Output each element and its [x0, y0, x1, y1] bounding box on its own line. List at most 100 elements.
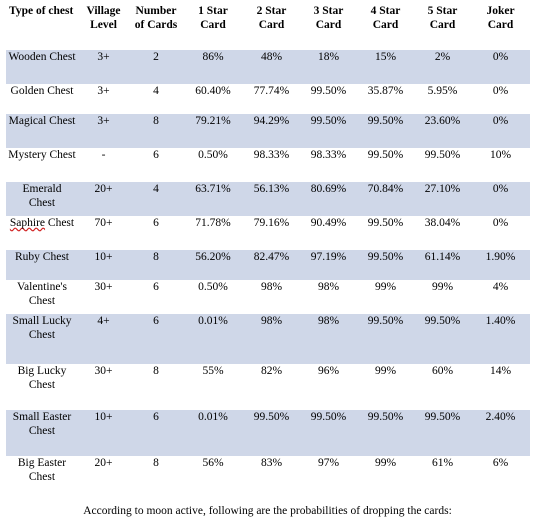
two-star-cell: 99.50% — [243, 410, 300, 456]
village-level-cell: 3+ — [78, 114, 129, 148]
two-star-cell: 82.47% — [243, 250, 300, 280]
joker-cell: 14% — [471, 364, 530, 410]
table-row: Wooden Chest 3+ 2 86% 48% 18% 15% 2% 0% — [6, 50, 530, 84]
four-star-cell: 99% — [357, 456, 414, 504]
four-star-cell: 99% — [357, 364, 414, 410]
joker-cell: 4% — [471, 280, 530, 314]
table-row: Golden Chest 3+ 4 60.40% 77.74% 99.50% 35.87% 5… — [6, 84, 530, 114]
chest-probability-table: Type of chest Village Level Number of Ca… — [6, 4, 530, 504]
one-star-cell: 71.78% — [183, 216, 243, 250]
three-star-cell: 90.49% — [300, 216, 357, 250]
table-row: Ruby Chest 10+ 8 56.20% 82.47% 97.19% 99.50% 61… — [6, 250, 530, 280]
village-level-cell: 20+ — [78, 456, 129, 504]
number-of-cards-cell: 4 — [129, 182, 183, 216]
five-star-cell: 60% — [414, 364, 471, 410]
chest-name-cell: Saphire Chest — [6, 216, 78, 250]
header-1-star-card: 1 Star Card — [198, 5, 228, 31]
chest-name: Small Lucky Chest — [12, 315, 72, 341]
header-2-star-card: 2 Star Card — [256, 5, 287, 31]
two-star-cell: 98% — [243, 314, 300, 364]
three-star-cell: 97.19% — [300, 250, 357, 280]
chest-name-cell: Small Lucky Chest — [6, 314, 78, 364]
four-star-cell: 99.50% — [357, 216, 414, 250]
table-row: Big Lucky Chest 30+ 8 55% 82% 96% 99% 60% 14% — [6, 364, 530, 410]
village-level-cell: 10+ — [78, 410, 129, 456]
three-star-cell: 98% — [300, 280, 357, 314]
chest-name-cell: Ruby Chest — [6, 250, 78, 280]
three-star-cell: 99.50% — [300, 410, 357, 456]
three-star-cell: 96% — [300, 364, 357, 410]
one-star-cell: 60.40% — [183, 84, 243, 114]
four-star-cell: 15% — [357, 50, 414, 84]
five-star-cell: 99.50% — [414, 148, 471, 182]
table-row: Big Easter Chest 20+ 8 56% 83% 97% 99% 61% 6% — [6, 456, 530, 504]
chest-name-cell: Big Easter Chest — [6, 456, 78, 504]
four-star-cell: 70.84% — [357, 182, 414, 216]
chest-name: Small Easter Chest — [12, 411, 72, 437]
five-star-cell: 61.14% — [414, 250, 471, 280]
two-star-cell: 94.29% — [243, 114, 300, 148]
village-level-cell: 10+ — [78, 250, 129, 280]
two-star-cell: 56.13% — [243, 182, 300, 216]
table-body: Wooden Chest 3+ 2 86% 48% 18% 15% 2% 0% Golden Ch… — [6, 50, 530, 504]
header-village-level: Village Level — [86, 5, 121, 31]
one-star-cell: 79.21% — [183, 114, 243, 148]
number-of-cards-cell: 8 — [129, 114, 183, 148]
number-of-cards-cell: 8 — [129, 456, 183, 504]
chest-name-cell: Small Easter Chest — [6, 410, 78, 456]
table-row: Valentine's Chest 30+ 6 0.50% 98% 98% 99% 99% 4% — [6, 280, 530, 314]
chest-name: Golden Chest — [10, 85, 74, 97]
five-star-cell: 99.50% — [414, 314, 471, 364]
header-type-of-chest: Type of chest — [9, 5, 74, 17]
header-joker-card: Joker Card — [486, 5, 515, 31]
four-star-cell: 35.87% — [357, 84, 414, 114]
one-star-cell: 56.20% — [183, 250, 243, 280]
chest-name: Emerald Chest — [22, 183, 62, 209]
village-level-cell: 70+ — [78, 216, 129, 250]
table-row: Mystery Chest -6 0.50% 98.33% 98.33% 99.50% 99… — [6, 148, 530, 182]
number-of-cards-cell: 6 — [129, 280, 183, 314]
chest-name-cell: Valentine's Chest — [6, 280, 78, 314]
four-star-cell: 99.50% — [357, 410, 414, 456]
village-level-cell: 3+ — [78, 50, 129, 84]
four-star-cell: 99.50% — [357, 250, 414, 280]
four-star-cell: 99% — [357, 280, 414, 314]
chest-name: Big Lucky Chest — [17, 365, 67, 391]
table-row: Emerald Chest 20+ 4 63.71% 56.13% 80.69% 70.84… — [6, 182, 530, 216]
chest-name: Saphire Chest — [9, 217, 75, 229]
five-star-cell: 5.95% — [414, 84, 471, 114]
table-row: Saphire Chest 70+ 6 71.78% 79.16% 90.49% 99.50… — [6, 216, 530, 250]
joker-cell: 1.40% — [471, 314, 530, 364]
number-of-cards-cell: 6 — [129, 410, 183, 456]
two-star-cell: 98.33% — [243, 148, 300, 182]
village-level-cell: 30+ — [78, 280, 129, 314]
document-sheet: Type of chest Village Level Number of Ca… — [6, 4, 530, 504]
chest-name: Big Easter Chest — [17, 457, 67, 483]
one-star-cell: 0.01% — [183, 410, 243, 456]
number-of-cards-cell: 8 — [129, 364, 183, 410]
four-star-cell: 99.50% — [357, 114, 414, 148]
three-star-cell: 18% — [300, 50, 357, 84]
five-star-cell: 99.50% — [414, 410, 471, 456]
header-number-of-cards: Number of Cards — [134, 5, 178, 31]
joker-cell: 0% — [471, 216, 530, 250]
village-level-cell: 4+ — [78, 314, 129, 364]
three-star-cell: 99.50% — [300, 114, 357, 148]
village-level-cell: 20+ — [78, 182, 129, 216]
chest-name-cell: Big Lucky Chest — [6, 364, 78, 410]
one-star-cell: 0.01% — [183, 314, 243, 364]
table-row: Small Lucky Chest 4+ 6 0.01% 98% 98% 99.50% 99.… — [6, 314, 530, 364]
three-star-cell: 98.33% — [300, 148, 357, 182]
joker-cell: 0% — [471, 50, 530, 84]
chest-name-cell: Emerald Chest — [6, 182, 78, 216]
one-star-cell: 56% — [183, 456, 243, 504]
table-row: Small Easter Chest 10+ 6 0.01% 99.50% 99.50% 9… — [6, 410, 530, 456]
one-star-cell: 63.71% — [183, 182, 243, 216]
joker-cell: 2.40% — [471, 410, 530, 456]
chest-name-cell: Wooden Chest — [6, 50, 78, 84]
village-level-cell: 3+ — [78, 84, 129, 114]
one-star-cell: 0.50% — [183, 280, 243, 314]
two-star-cell: 98% — [243, 280, 300, 314]
joker-cell: 10% — [471, 148, 530, 182]
four-star-cell: 99.50% — [357, 314, 414, 364]
